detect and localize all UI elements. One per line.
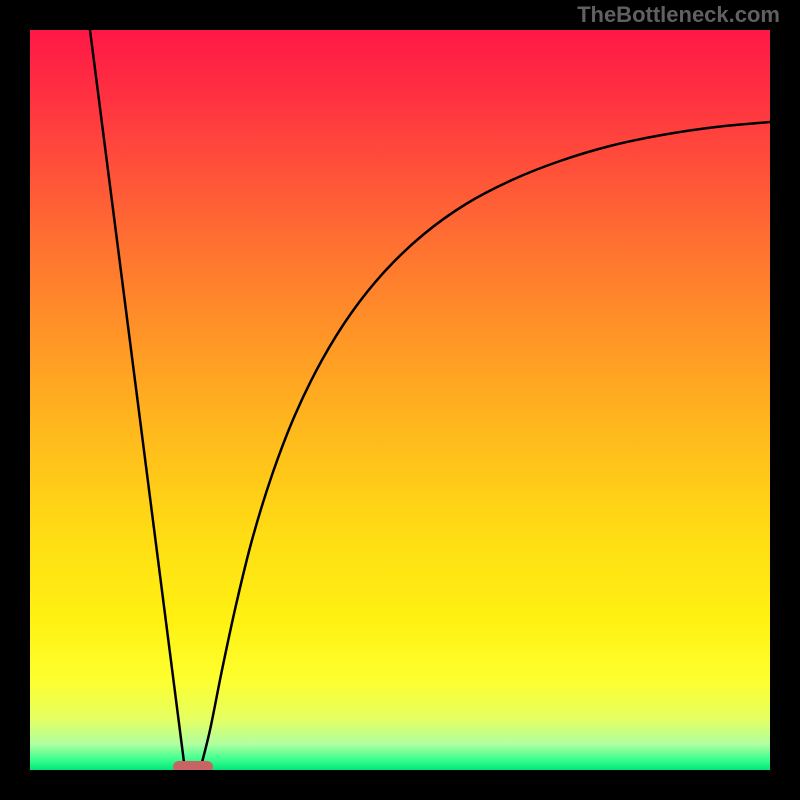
curve-right-path [200, 122, 770, 770]
curve-left-line [90, 30, 185, 770]
watermark-text: TheBottleneck.com [577, 2, 780, 28]
plot-area [30, 30, 770, 770]
curve-layer [30, 30, 770, 770]
min-marker [173, 761, 213, 770]
